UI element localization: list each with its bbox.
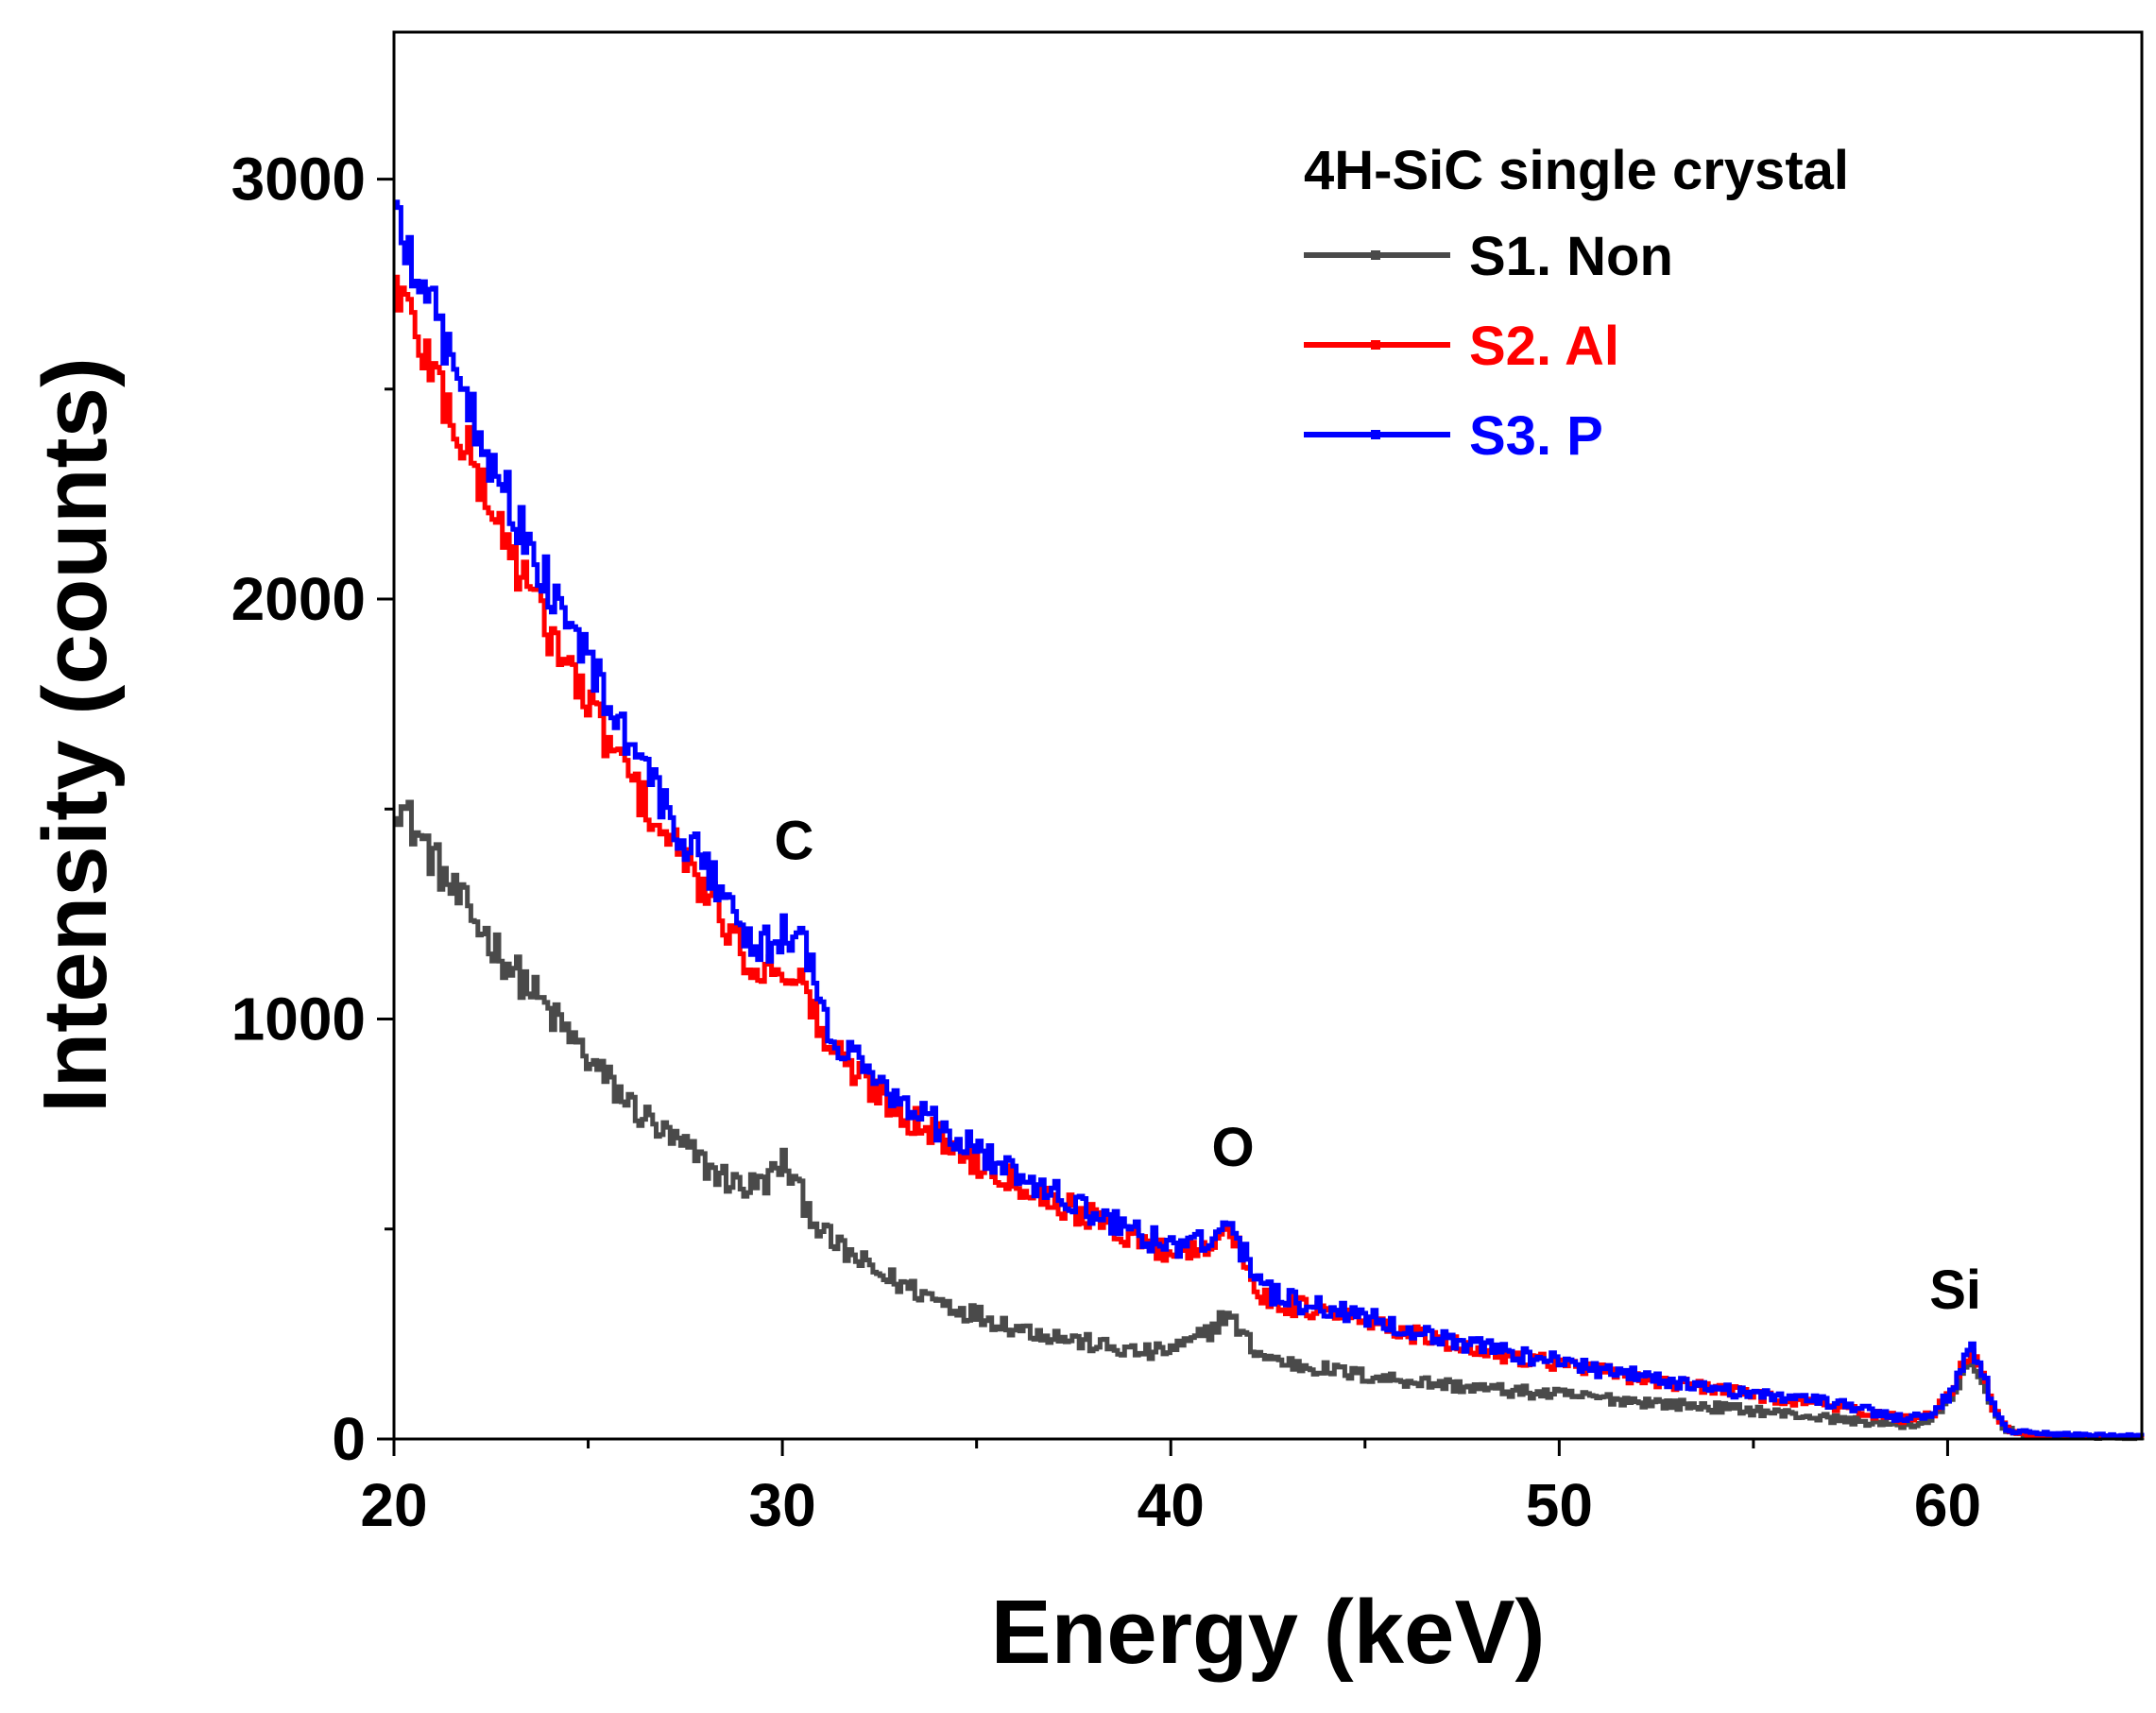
annotation-layer: C O Si	[774, 811, 1981, 1322]
peak-label-c: C	[774, 811, 813, 872]
legend-marker-1	[1371, 250, 1380, 260]
legend-label-2: S2. Al	[1469, 316, 1619, 377]
peak-label-o: O	[1211, 1117, 1254, 1178]
peak-label-si: Si	[1929, 1259, 1981, 1321]
tick-layer: 20 30 40 50 60 0 1000 2000 3000	[231, 146, 1981, 1539]
y-axis-title: Intensity (counts)	[25, 357, 126, 1113]
y-tick-label: 0	[332, 1405, 366, 1473]
x-tick-label: 40	[1138, 1471, 1205, 1539]
legend-entries: S1. Non S2. Al S3. P	[1304, 226, 1673, 467]
x-tick-label: 60	[1914, 1471, 1981, 1539]
x-axis-title: Energy (keV)	[991, 1582, 1546, 1683]
series-layer	[394, 199, 2145, 1442]
legend: 4H-SiC single crystal S1. Non S2. Al S3. P	[1304, 140, 1849, 467]
legend-title: 4H-SiC single crystal	[1304, 140, 1849, 201]
legend-label-1: S1. Non	[1469, 226, 1673, 287]
y-tick-label: 1000	[231, 985, 366, 1053]
plot-frame	[392, 30, 2144, 1441]
x-tick-label: 30	[749, 1471, 816, 1539]
x-tick-label: 20	[360, 1471, 427, 1539]
x-tick-label: 50	[1526, 1471, 1593, 1539]
series-line-1	[394, 799, 2145, 1442]
legend-marker-2	[1371, 340, 1380, 350]
legend-label-3: S3. P	[1469, 405, 1603, 467]
series-line-3	[394, 199, 2145, 1439]
y-tick-label: 3000	[231, 146, 366, 214]
y-tick-label: 2000	[231, 565, 366, 633]
legend-marker-3	[1371, 430, 1380, 439]
